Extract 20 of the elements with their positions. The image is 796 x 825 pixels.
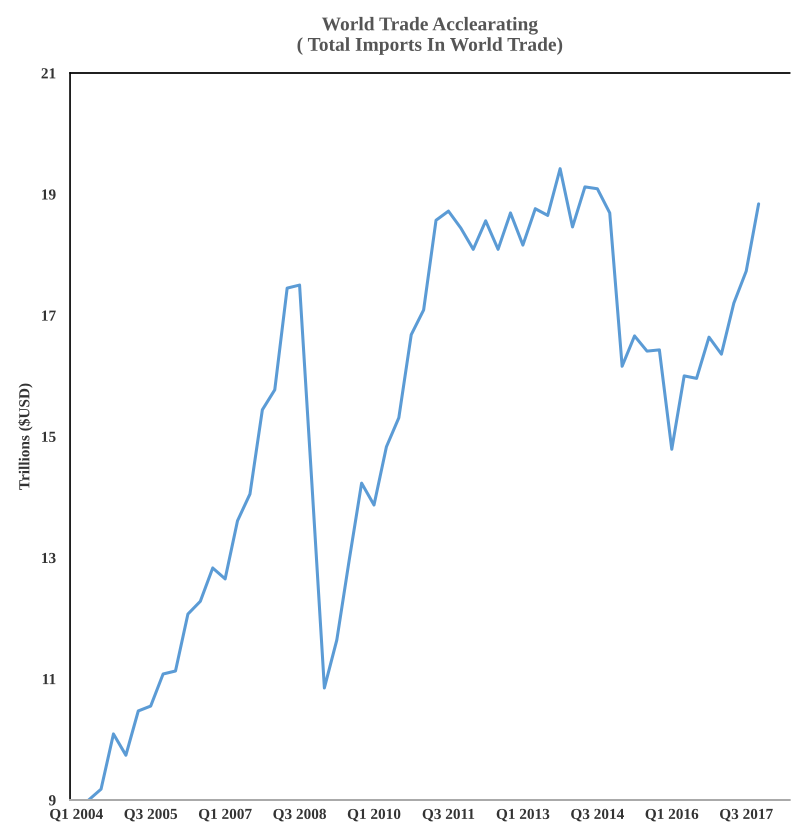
x-tick-label: Q1 2016 xyxy=(646,808,698,822)
line-series xyxy=(87,167,760,800)
chart-title: World Trade Acclearating ( Total Imports In World Trade) xyxy=(298,16,562,55)
x-tick-label: Q3 2014 xyxy=(571,808,624,822)
x-tick-label: Q1 2010 xyxy=(348,808,400,822)
y-tick-label: 17 xyxy=(42,310,56,321)
x-tick-label: Q1 2007 xyxy=(198,808,252,822)
x-tick-label: Q1 2013 xyxy=(496,808,550,822)
x-tick-label: Q3 2005 xyxy=(124,808,178,822)
y-tick-label: 21 xyxy=(42,68,56,78)
y-tick-label: 15 xyxy=(42,432,56,442)
y-tick-label: 13 xyxy=(42,552,56,564)
y-tick-label: 11 xyxy=(42,674,56,684)
x-tick-label: Q1 2004 xyxy=(50,808,103,822)
x-tick-label: Q3 2008 xyxy=(273,808,326,822)
y-tick-label: 9 xyxy=(48,795,56,806)
x-tick-label: Q3 2011 xyxy=(422,808,474,822)
y-tick-label: 19 xyxy=(42,189,56,200)
y-axis-title: Trillions ($USD) xyxy=(18,384,33,490)
x-tick-label: Q3 2017 xyxy=(720,808,773,822)
